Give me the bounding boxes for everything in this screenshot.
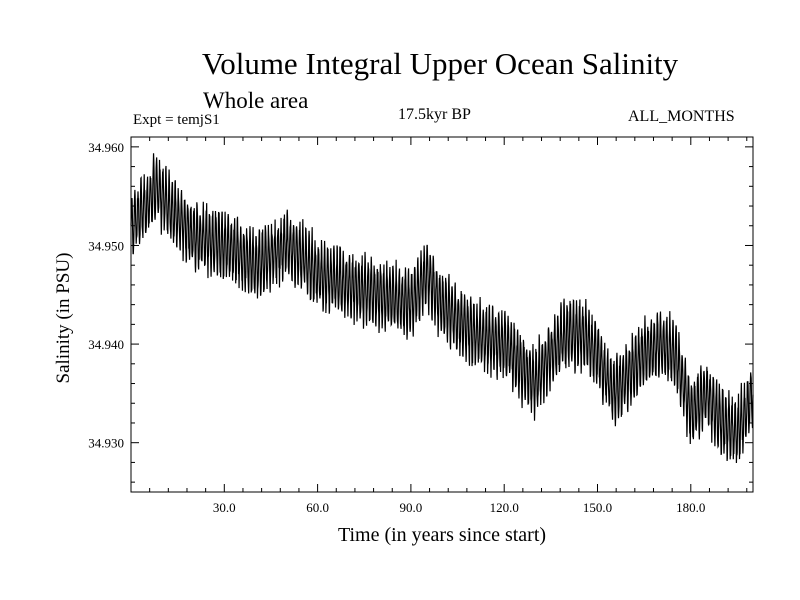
chart-subtitle: Whole area [203,88,309,113]
x-tick-label: 30.0 [213,500,236,515]
plot-frame [130,136,754,493]
x-tick-label: 180.0 [676,500,705,515]
y-tick-label: 34.950 [88,238,124,253]
period-label: 17.5kyr BP [398,106,471,123]
x-tick-label: 120.0 [490,500,519,515]
salinity-series-line [130,153,754,463]
experiment-label: Expt = temjS1 [133,112,220,128]
months-label: ALL_MONTHS [628,108,735,125]
x-tick-label: 60.0 [306,500,329,515]
y-tick-label: 34.960 [88,140,124,155]
y-tick-label: 34.930 [88,436,124,451]
x-axis-label: Time (in years since start) [337,524,547,546]
x-tick-label: 150.0 [583,500,612,515]
y-tick-label: 34.940 [88,337,124,352]
x-tick-label: 90.0 [400,500,423,515]
chart-title: Volume Integral Upper Ocean Salinity [201,46,679,81]
